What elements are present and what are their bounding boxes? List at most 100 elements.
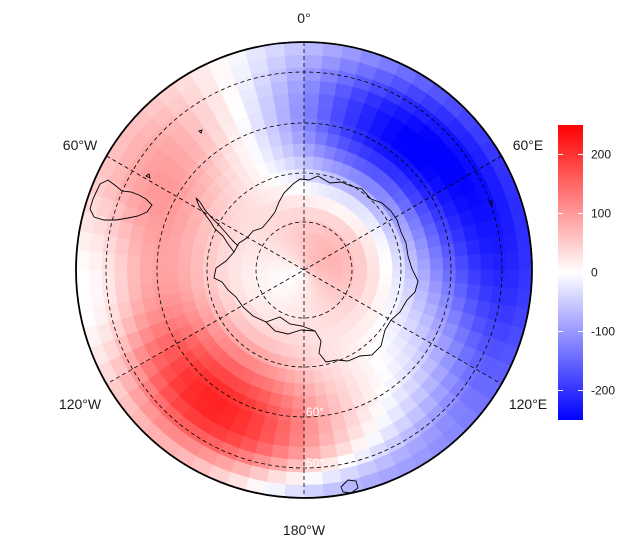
field-cell	[391, 269, 406, 280]
field-cell	[270, 444, 289, 460]
field-cell	[303, 66, 323, 82]
field-cell	[467, 269, 482, 286]
field-cell	[152, 243, 168, 259]
field-cell	[492, 251, 508, 271]
field-cell	[176, 258, 191, 271]
field-cell	[518, 249, 532, 271]
field-cell	[313, 381, 327, 397]
field-cell	[429, 257, 444, 271]
field-cell	[366, 263, 381, 271]
field-cell	[139, 241, 155, 258]
field-cell	[287, 79, 305, 94]
field-cell	[240, 269, 254, 276]
field-cell	[315, 118, 331, 134]
field-cell	[126, 238, 143, 256]
field-cell	[303, 383, 316, 398]
coastline-outlines	[89, 129, 493, 494]
graticule	[105, 42, 503, 498]
field-cell	[442, 269, 457, 284]
field-cell	[114, 285, 130, 304]
colorbar-tick-label: 0	[591, 266, 598, 280]
field-cell	[177, 279, 193, 293]
ross-ice-shelf-edge	[265, 321, 316, 335]
field-cell	[303, 332, 311, 347]
lon-label-120w: 120°W	[59, 396, 102, 412]
field-cell	[272, 431, 290, 448]
field-cell	[465, 238, 482, 256]
field-cell	[76, 249, 90, 271]
lat-label-60: 60°	[306, 405, 324, 419]
field-cell	[291, 130, 305, 145]
anomaly-field-grid	[76, 42, 532, 498]
field-cell	[290, 408, 305, 423]
field-cell	[76, 269, 90, 291]
colorbar-tick-label: 200	[591, 148, 611, 162]
field-cell	[318, 431, 336, 448]
colorbar: 200 100 0 -100 -200	[558, 125, 615, 420]
small-island-c	[488, 200, 493, 207]
field-cell	[417, 258, 432, 271]
field-cell	[318, 92, 336, 109]
field-cell	[505, 269, 520, 290]
field-cell	[341, 265, 356, 271]
meridian-60e-120w	[106, 155, 502, 385]
field-cell	[284, 471, 305, 486]
field-cell	[288, 92, 305, 107]
lon-label-0: 0°	[297, 10, 310, 26]
field-cell	[303, 54, 324, 69]
field-cell	[303, 345, 313, 360]
field-cell	[189, 269, 204, 281]
field-cell	[319, 80, 338, 96]
colorbar-tick-label: 100	[591, 207, 611, 221]
field-cell	[214, 269, 229, 279]
field-cell	[453, 241, 469, 258]
field-cell	[164, 257, 179, 271]
field-cell	[126, 269, 141, 286]
field-cell	[283, 42, 305, 56]
field-cell	[293, 370, 305, 385]
field-cell	[190, 278, 205, 291]
small-island-a	[145, 173, 151, 179]
lat-label-50: 50°	[306, 456, 324, 470]
map-boundary	[75, 41, 533, 499]
field-cell	[138, 269, 153, 285]
field-cell	[139, 282, 155, 299]
field-cell	[312, 369, 325, 384]
field-cell	[440, 243, 456, 259]
field-cell	[455, 269, 470, 285]
field-cell	[279, 130, 294, 146]
field-cell	[297, 193, 305, 208]
field-cell	[227, 269, 242, 277]
field-cell	[379, 261, 394, 271]
field-cell	[303, 471, 324, 486]
field-cell	[292, 383, 305, 398]
field-cell	[126, 254, 141, 271]
field-cell	[299, 218, 305, 233]
field-cell	[294, 357, 305, 372]
field-cell	[316, 419, 333, 435]
field-cell	[277, 406, 293, 422]
field-cell	[100, 269, 116, 289]
field-cell	[295, 180, 305, 195]
field-cell	[455, 255, 470, 271]
field-cell	[505, 250, 520, 271]
field-cell	[303, 42, 325, 56]
field-cell	[391, 260, 406, 271]
field-cell	[292, 142, 305, 157]
field-cell	[288, 433, 305, 448]
field-cell	[283, 156, 296, 171]
meridian-60w-120e	[106, 155, 502, 385]
field-cell	[151, 256, 166, 271]
field-cell	[151, 269, 166, 284]
field-cell	[100, 251, 116, 271]
field-cell	[88, 250, 103, 271]
field-cell	[287, 446, 305, 461]
field-cell	[316, 105, 333, 121]
field-cell	[442, 256, 457, 271]
field-cell	[275, 419, 292, 435]
latitude-circle-70	[206, 172, 402, 368]
antarctic-peninsula	[195, 197, 239, 253]
field-cell	[478, 285, 494, 304]
field-cell	[270, 80, 289, 96]
